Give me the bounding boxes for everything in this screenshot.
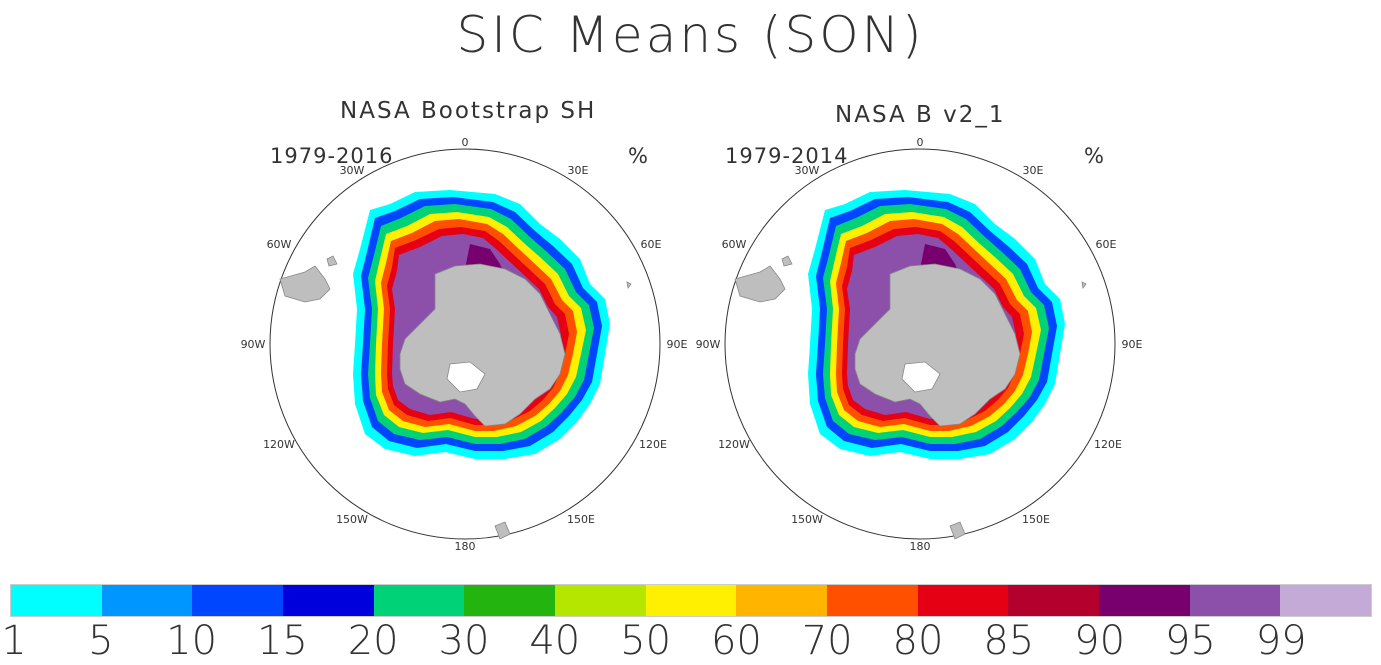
colorbar-label: 30 (438, 618, 490, 664)
lon-label-150e: 150E (567, 513, 595, 526)
antarctica-landmass-2 (854, 263, 1021, 427)
colorbar-label: 5 (88, 618, 114, 664)
colorbar-label: 70 (801, 618, 853, 664)
lon-label-0: 0 (917, 136, 924, 149)
lon-label-120w: 120W (263, 438, 295, 451)
colorbar-swatch (101, 585, 193, 616)
colorbar-swatch (192, 585, 284, 616)
colorbar-swatch (283, 585, 374, 616)
colorbar-swatch (1008, 585, 1100, 616)
south-america-2 (734, 265, 786, 303)
lon-label-180: 180 (455, 540, 476, 553)
colorbar-swatch (736, 585, 828, 616)
colorbar (10, 584, 1372, 617)
colorbar-label: 15 (256, 618, 308, 664)
lon-label-120e: 120E (1094, 438, 1122, 451)
colorbar-swatch (1099, 585, 1190, 616)
colorbar-swatch (555, 585, 646, 616)
lon-label-120e: 120E (639, 438, 667, 451)
colorbar-label: 20 (347, 618, 399, 664)
figure-title: SIC Means (SON) (456, 6, 925, 64)
lon-label-90w: 90W (241, 338, 266, 351)
panel-2-map: 0 30E 60E 90E 120E 150E 180 150W 120W 90… (696, 136, 1143, 553)
lon-label-60e: 60E (641, 238, 662, 251)
lon-label-90w: 90W (696, 338, 721, 351)
lon-label-0: 0 (462, 136, 469, 149)
ross-ice-shelf-1 (446, 361, 486, 393)
colorbar-label: 90 (1074, 618, 1126, 664)
lon-label-60e: 60E (1096, 238, 1117, 251)
colorbar-swatch (1189, 585, 1281, 616)
colorbar-label: 99 (1255, 618, 1307, 664)
colorbar-label: 80 (892, 618, 944, 664)
colorbar-label: 1 (1, 618, 27, 664)
colorbar-label: 50 (620, 618, 672, 664)
colorbar-swatch (1280, 585, 1372, 616)
lon-label-90e: 90E (1122, 338, 1143, 351)
lon-label-150e: 150E (1022, 513, 1050, 526)
colorbar-swatch (645, 585, 737, 616)
colorbar-swatch (11, 585, 102, 616)
panel-2-title: NASA B v2_1 (835, 102, 1006, 128)
colorbar-swatch (917, 585, 1009, 616)
panel-1-unit: % (628, 144, 648, 168)
falkland-islands-1 (326, 255, 338, 267)
lon-label-30e: 30E (1023, 164, 1044, 177)
new-zealand-2 (949, 521, 966, 540)
lon-label-60w: 60W (722, 238, 747, 251)
colorbar-label: 60 (710, 618, 762, 664)
lon-label-30w: 30W (795, 164, 820, 177)
lon-label-90e: 90E (667, 338, 688, 351)
new-zealand-1 (494, 521, 511, 540)
colorbar-label: 40 (529, 618, 581, 664)
colorbar-label: 10 (166, 618, 218, 664)
colorbar-label: 85 (983, 618, 1035, 664)
lon-label-120w: 120W (718, 438, 750, 451)
panel-2-unit: % (1084, 144, 1104, 168)
panel-2-period: 1979-2014 (725, 144, 849, 168)
lon-label-60w: 60W (267, 238, 292, 251)
antarctica-landmass-1 (399, 263, 566, 427)
lon-label-30e: 30E (568, 164, 589, 177)
colorbar-swatch (827, 585, 918, 616)
colorbar-label: 95 (1164, 618, 1216, 664)
south-america-1 (279, 265, 331, 303)
lon-label-30w: 30W (340, 164, 365, 177)
lon-label-180: 180 (910, 540, 931, 553)
falkland-islands-2 (781, 255, 793, 267)
lon-label-150w: 150W (336, 513, 368, 526)
kerguelen-1 (626, 281, 632, 289)
colorbar-swatch (464, 585, 556, 616)
lon-label-150w: 150W (791, 513, 823, 526)
kerguelen-2 (1081, 281, 1087, 289)
ross-ice-shelf-2 (901, 361, 941, 393)
panel-1-title: NASA Bootstrap SH (340, 98, 597, 124)
colorbar-swatch (373, 585, 465, 616)
panel-1-map: 0 30E 60E 90E 120E 150E 180 150W 120W 90… (241, 136, 1143, 553)
panel-1-period: 1979-2016 (270, 144, 394, 168)
